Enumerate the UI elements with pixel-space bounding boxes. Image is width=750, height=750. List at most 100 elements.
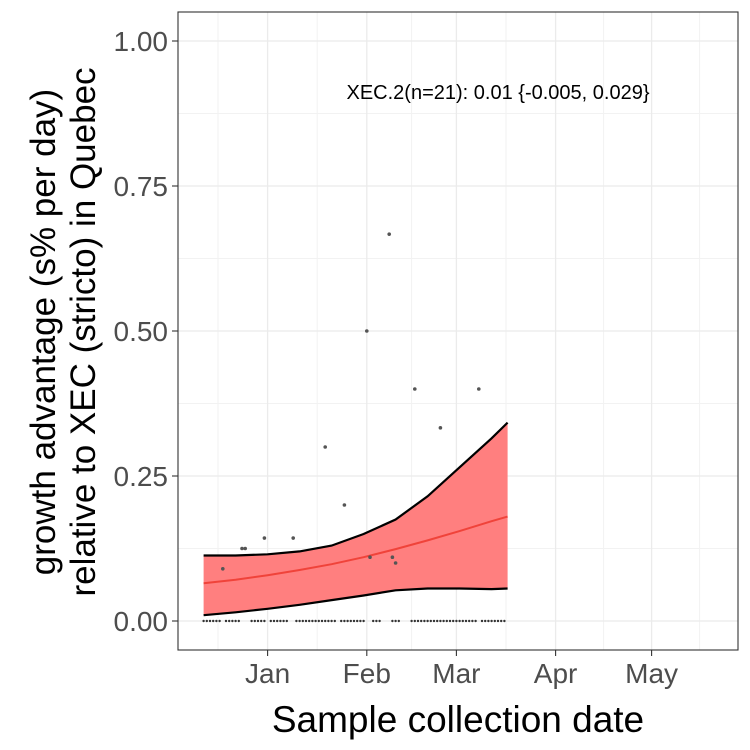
x-axis-title: Sample collection date: [272, 699, 644, 740]
annotation-text: XEC.2(n=21): 0.01 {-0.005, 0.029}: [347, 82, 650, 104]
zero-point: [308, 619, 311, 623]
zero-point: [352, 619, 356, 623]
zero-point: [474, 619, 477, 623]
zero-point: [234, 619, 237, 623]
zero-point: [208, 619, 212, 623]
lower-bound-line: [203, 587, 508, 617]
zero-point: [272, 619, 276, 623]
zero-point: [439, 619, 442, 623]
upper-bound-line: [203, 421, 509, 557]
zero-point: [356, 619, 359, 623]
zero-point: [468, 619, 471, 623]
zero-point: [311, 619, 314, 623]
zero-point: [378, 619, 381, 623]
zero-point: [391, 619, 394, 623]
zero-point: [452, 619, 455, 623]
zero-point: [416, 619, 420, 623]
zero-point: [231, 619, 234, 623]
zero-point: [372, 619, 375, 623]
data-point: [438, 426, 443, 430]
data-point: [365, 329, 369, 333]
zero-point: [285, 619, 288, 623]
zero-point: [212, 619, 215, 623]
data-point: [393, 561, 398, 565]
zero-point: [340, 619, 343, 623]
zero-point: [228, 619, 231, 623]
data-point: [221, 567, 225, 571]
zero-point: [260, 619, 263, 623]
zero-point: [471, 619, 474, 623]
zero-point: [205, 619, 208, 623]
zero-point: [420, 619, 423, 623]
zero-point: [263, 619, 266, 623]
zero-point: [423, 619, 426, 623]
zero-point: [397, 619, 400, 623]
zero-point: [224, 619, 228, 623]
zero-point: [448, 619, 452, 623]
zero-point: [500, 619, 503, 623]
zero-point: [432, 619, 436, 623]
zero-point: [202, 619, 205, 623]
zero-point: [458, 619, 461, 623]
x-tick-label: Jan: [245, 658, 290, 689]
x-axis-ticks: Jan Feb Mar Apr May: [245, 650, 678, 689]
zero-point: [320, 619, 324, 623]
zero-point: [314, 619, 317, 623]
fit-line: [203, 515, 508, 585]
zero-point: [317, 619, 320, 623]
data-points-group: [221, 232, 481, 571]
zero-point: [282, 619, 285, 623]
y-tick-label: 0.00: [114, 606, 169, 637]
x-tick-label: Mar: [432, 658, 480, 689]
y-axis-title-line-1: growth advantage (s% per day): [24, 89, 63, 575]
zero-point: [218, 619, 221, 623]
zero-point: [346, 619, 349, 623]
data-point: [323, 445, 328, 449]
zero-point: [436, 619, 439, 623]
zero-point: [298, 619, 301, 623]
y-axis-ticks: 0.00 0.25 0.50 0.75 1.00: [114, 26, 178, 637]
zero-point: [442, 619, 445, 623]
zero-point: [215, 619, 218, 623]
zero-point: [359, 619, 362, 623]
zero-point: [253, 619, 256, 623]
confidence-ribbon: [203, 422, 508, 616]
data-point: [390, 555, 395, 559]
zero-point: [295, 619, 298, 623]
x-tick-label: Feb: [343, 658, 391, 689]
y-tick-label: 0.50: [114, 316, 169, 347]
zero-point: [394, 619, 397, 623]
zero-point: [490, 619, 493, 623]
zero-point: [330, 619, 333, 623]
y-tick-label: 0.25: [114, 461, 169, 492]
zero-point: [250, 619, 253, 623]
confidence-ribbon-group: [203, 421, 509, 617]
fit-line-group: [203, 515, 508, 585]
zero-point: [464, 619, 468, 623]
data-point: [262, 536, 267, 540]
data-point: [368, 555, 372, 559]
zero-point: [493, 619, 496, 623]
zero-point: [429, 619, 432, 623]
data-point: [291, 536, 296, 540]
zero-point: [362, 619, 365, 623]
x-tick-label: Apr: [534, 658, 578, 689]
zero-point: [426, 619, 429, 623]
zero-point: [343, 619, 346, 623]
y-tick-label: 1.00: [114, 26, 169, 57]
data-point: [413, 387, 417, 391]
data-point: [477, 387, 481, 391]
zero-point: [503, 619, 506, 623]
zero-point: [256, 619, 260, 623]
zero-point: [410, 619, 413, 623]
zero-point: [279, 619, 282, 623]
zero-point: [484, 619, 487, 623]
zero-point: [375, 619, 378, 623]
zero-point: [455, 619, 458, 623]
zero-point: [324, 619, 327, 623]
data-point: [240, 546, 244, 551]
y-tick-label: 0.75: [114, 171, 169, 202]
zero-point: [487, 619, 490, 623]
